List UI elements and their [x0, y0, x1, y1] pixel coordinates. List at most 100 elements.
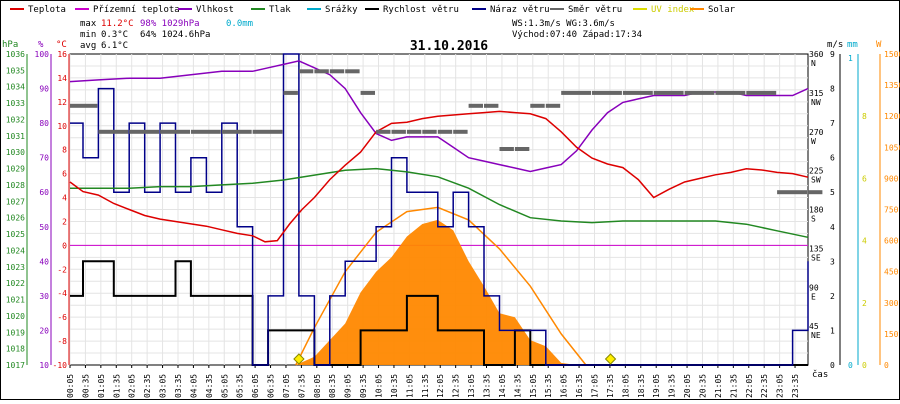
wind-gust-line [70, 53, 809, 366]
stats-min-temp: 0.3°C [101, 30, 128, 40]
w-tick-label: 1350 [884, 81, 900, 90]
stats-wind: WS:1.3m/s WG:3.6m/s [512, 19, 615, 29]
uv-tick-label: 8 [862, 112, 867, 121]
x-tick-label: 17:35 [606, 374, 615, 398]
legend-label: Náraz větru [490, 5, 550, 15]
c-tick-label: -2 [57, 265, 67, 274]
hpa-tick-label: 1026 [6, 214, 25, 223]
wind-direction-mark [808, 190, 823, 195]
x-tick-label: 08:05 [313, 374, 322, 398]
pct-tick-label: 30 [39, 292, 49, 301]
hpa-tick-label: 1032 [6, 115, 25, 124]
legend-label: Vlhkost [196, 5, 234, 15]
legend-label: Tlak [269, 5, 291, 15]
x-tick-label: 07:35 [297, 374, 306, 398]
ms-tick-label: 5 [830, 188, 835, 197]
wind-direction-mark [622, 90, 653, 95]
w-tick-label: 0 [884, 361, 889, 370]
wind-direction-mark [530, 103, 545, 108]
hpa-tick-label: 1022 [6, 279, 25, 288]
x-tick-label: 05:05 [220, 374, 229, 398]
x-tick-label: 21:05 [714, 374, 723, 398]
mm-tick-label: 1 [848, 54, 853, 63]
legend-label: Přízemní teplota [93, 5, 180, 15]
x-tick-label: 10:35 [390, 374, 399, 398]
wind-direction-mark [345, 69, 360, 74]
dir-tick-degree: 360 [809, 50, 824, 59]
temperature-line [69, 110, 809, 243]
dir-tick-degree: 270 [809, 128, 824, 137]
pct-tick-label: 90 [39, 85, 49, 94]
hpa-tick-label: 1036 [6, 50, 25, 59]
x-tick-label: 22:35 [760, 374, 769, 398]
wind-direction-mark [777, 190, 807, 195]
x-tick-label: 05:35 [236, 374, 245, 398]
wind-direction-mark [221, 129, 252, 134]
hpa-tick-label: 1035 [6, 66, 25, 75]
wind-direction-mark [499, 147, 514, 151]
x-tick-label: 00:35 [81, 374, 90, 398]
dir-tick-label: SE [811, 253, 821, 262]
legend-label: Teplota [28, 5, 66, 15]
x-tick-label: 01:35 [112, 374, 121, 398]
dir-tick-label: N [811, 59, 816, 68]
c-tick-label: 6 [62, 170, 67, 179]
c-tick-label: 0 [62, 241, 67, 250]
w-tick-label: 300 [884, 299, 899, 308]
hpa-tick-label: 1029 [6, 165, 25, 174]
ms-tick-label: 1 [830, 326, 835, 335]
legend-label: Solar [708, 5, 736, 15]
wind-direction-mark [190, 129, 221, 134]
ms-tick-label: 8 [830, 85, 835, 94]
wind-direction-mark [298, 69, 314, 74]
hpa-tick-label: 1018 [6, 345, 25, 354]
x-tick-label: 08:35 [328, 374, 337, 398]
w-tick-label: 1050 [884, 143, 900, 152]
x-tick-label: 16:35 [575, 374, 584, 398]
x-tick-label: 02:35 [143, 374, 152, 398]
wind-direction-mark [160, 129, 190, 134]
x-tick-label: 18:35 [637, 374, 646, 398]
wind-direction-mark [437, 129, 453, 134]
x-tick-label: 01:05 [97, 374, 106, 398]
hpa-tick-label: 1023 [6, 263, 25, 272]
dir-tick-degree: 90 [809, 283, 819, 292]
dir-tick-label: W [811, 137, 816, 146]
uv-tick-label: 6 [862, 174, 867, 183]
x-tick-label: 19:35 [668, 374, 677, 398]
ms-tick-label: 9 [830, 50, 835, 59]
x-tick-label: 09:05 [344, 374, 353, 398]
wind-direction-mark [715, 90, 746, 95]
wind-direction-mark [592, 90, 622, 95]
c-unit: °C [56, 40, 67, 50]
wind-direction-mark [484, 103, 499, 108]
w-tick-label: 1200 [884, 112, 900, 121]
c-tick-label: -8 [57, 337, 67, 346]
x-axis-label: čas [812, 369, 828, 380]
wind-direction-mark [653, 90, 684, 95]
x-tick-label: 11:05 [405, 374, 414, 398]
x-tick-label: 06:35 [267, 374, 276, 398]
x-tick-label: 18:05 [621, 374, 630, 398]
x-tick-label: 22:05 [745, 374, 754, 398]
wind-direction-mark [684, 90, 715, 95]
hpa-tick-label: 1031 [6, 132, 25, 141]
x-tick-label: 12:35 [452, 374, 461, 398]
hpa-tick-label: 1025 [6, 230, 25, 239]
x-tick-label: 09:35 [359, 374, 368, 398]
x-tick-label: 04:35 [205, 374, 214, 398]
ms-tick-label: 4 [830, 223, 835, 232]
ms-tick-label: 7 [830, 119, 835, 128]
legend-label: Směr větru [568, 5, 622, 15]
legend-label: Srážky [325, 5, 358, 15]
w-tick-label: 900 [884, 174, 899, 183]
stats-max-label: max [80, 19, 97, 29]
wind-direction-mark [314, 69, 329, 74]
dir-tick-degree: 45 [809, 322, 819, 331]
hpa-tick-label: 1019 [6, 328, 25, 337]
dir-tick-label: E [811, 292, 816, 301]
wind-direction-mark [391, 129, 406, 134]
wind-direction-mark [514, 147, 530, 151]
x-tick-label: 20:05 [683, 374, 692, 398]
